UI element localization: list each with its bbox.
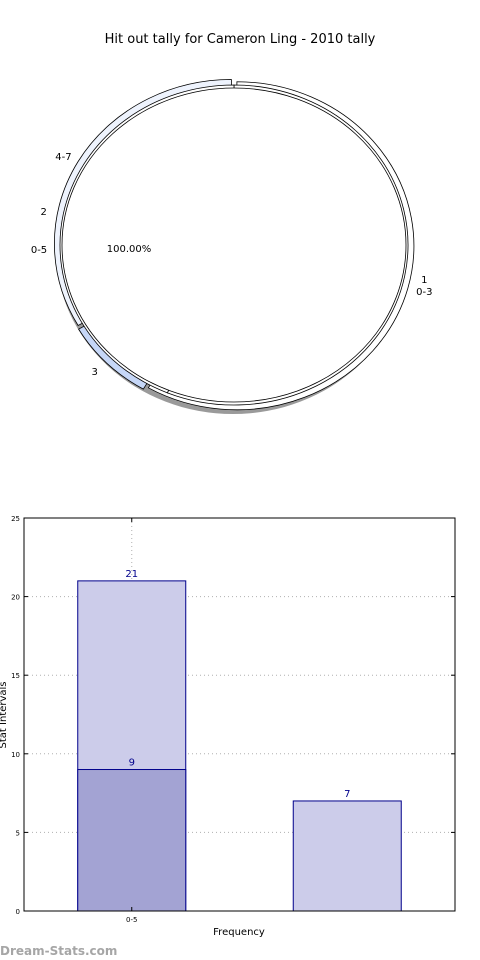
pie-chart: 0-358.33%38.33%4-733.33%156.25%243.75%0-… (31, 79, 432, 414)
y-tick-label-10: 10 (11, 751, 20, 759)
y-tick-label-20: 20 (11, 594, 20, 602)
x-axis-label: Frequency (213, 927, 265, 938)
pie-label-outer-0: 0-3 (416, 287, 432, 298)
bar-value-label-s1-0: 9 (129, 758, 135, 769)
bar-chart: 21 7 9 0 5 10 15 20 25 0-5 Frequency Stat Interv… (0, 515, 456, 938)
pie-pct-inner-0: 100.00% (107, 244, 152, 255)
bar-s0-1 (292, 800, 402, 912)
pie-label-outer-1: 3 (92, 367, 98, 378)
plot-frame (23, 517, 456, 912)
pie-label-inner-0: 0-5 (31, 245, 47, 256)
pie-label-outer-2: 4-7 (55, 152, 71, 163)
pie-label-middle-1: 2 (41, 207, 47, 218)
x-tick-label-0: 0-5 (126, 916, 137, 924)
y-tick-label-5: 5 (16, 829, 20, 837)
bar-s1-0 (77, 769, 187, 912)
watermark: Dream-Stats.com (0, 944, 117, 958)
y-tick-label-15: 15 (11, 672, 20, 680)
pie-slice-inner-0 (61, 87, 407, 403)
y-tick-label-25: 25 (11, 515, 20, 523)
y-tick-label-0: 0 (16, 908, 20, 916)
y-axis-label: Stat Intervals (0, 681, 9, 748)
pie-label-middle-0: 1 (421, 275, 427, 286)
pie-title: Hit out tally for Cameron Ling - 2010 ta… (105, 32, 376, 47)
bar-ticks: 0 5 10 15 20 25 0-5 (11, 515, 455, 924)
bar-value-label-s0-0: 21 (125, 569, 138, 580)
bar-marks: 21 7 9 (77, 569, 402, 912)
bar-value-label-s0-1: 7 (344, 789, 350, 800)
